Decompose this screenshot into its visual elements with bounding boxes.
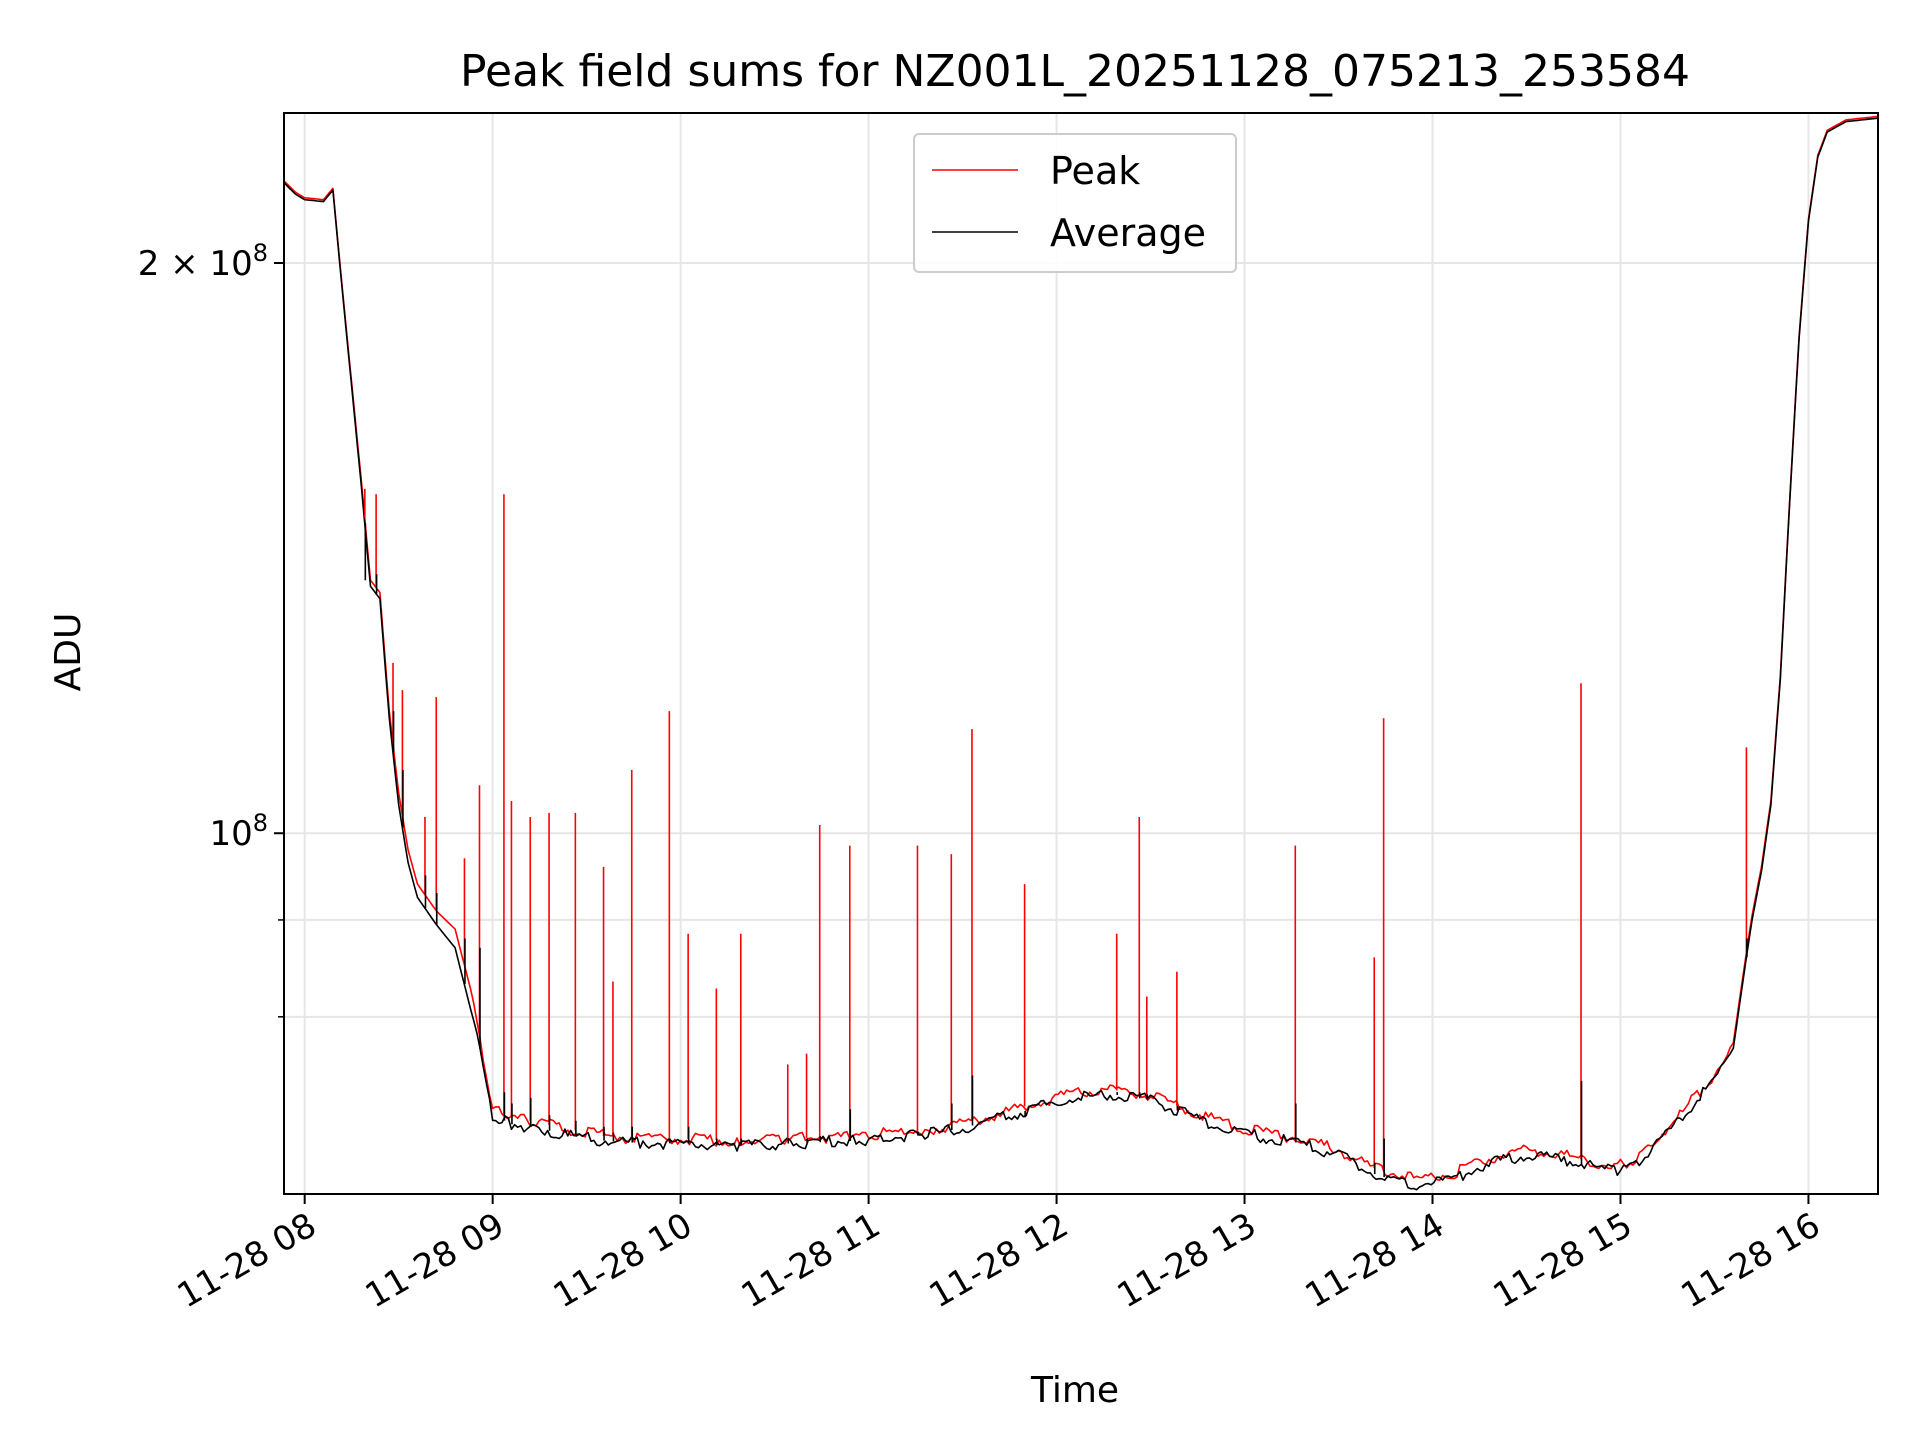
legend-average-label: Average (1050, 211, 1206, 255)
y-axis-label: ADU (48, 613, 89, 692)
y-tick-label: 108 (209, 809, 268, 854)
series-line-average (283, 117, 1879, 1191)
legend-box (913, 133, 1237, 273)
legend-peak-label: Peak (1050, 149, 1140, 193)
plot-series (283, 115, 1879, 1191)
x-axis-label: Time (1030, 1370, 1119, 1411)
grid (284, 113, 1878, 1194)
chart-title: Peak field sums for NZ001L_20251128_0752… (460, 46, 1690, 97)
plot-frame (283, 112, 1879, 1195)
legend: Peak Average (913, 133, 1237, 273)
y-tick-label: 2 × 108 (138, 239, 268, 284)
